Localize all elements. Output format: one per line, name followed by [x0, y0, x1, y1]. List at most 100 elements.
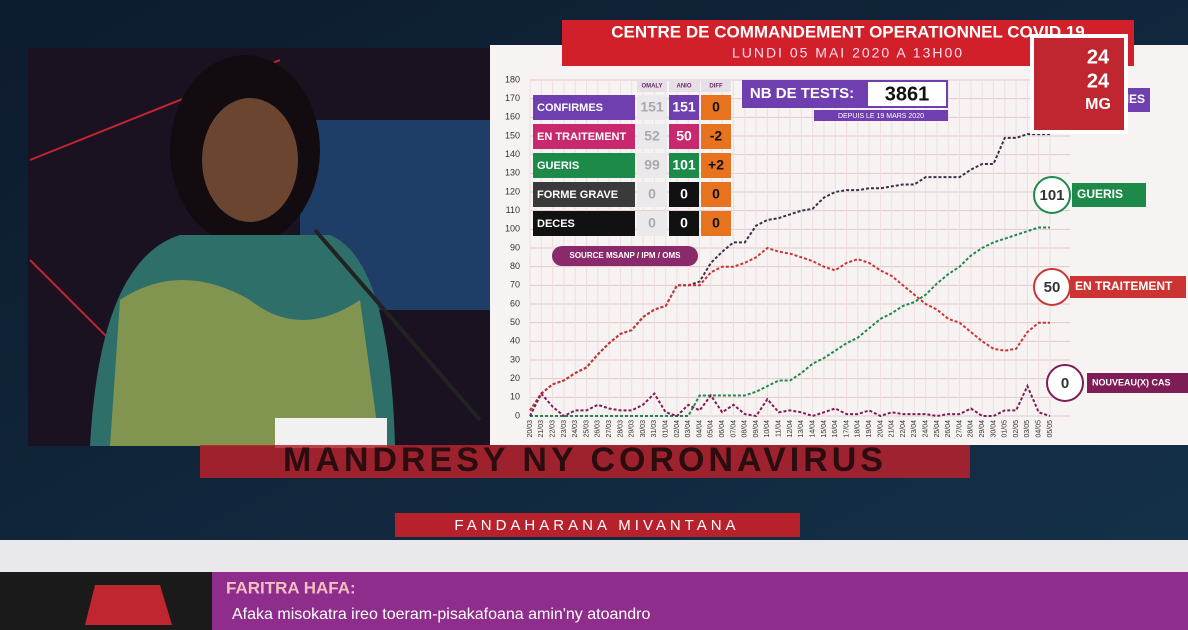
table-cell: [669, 124, 699, 149]
table-cell: [701, 124, 731, 149]
x-tick-label: 27/04: [956, 420, 963, 438]
x-tick-label: 04/04: [696, 420, 703, 438]
x-tick-label: 25/04: [934, 420, 941, 438]
y-tick-label: 120: [505, 186, 520, 196]
series-label: EN TRAITEMENT: [1075, 279, 1173, 293]
series-line: [529, 383, 1051, 418]
table-cell: [533, 95, 635, 120]
tests-since-box: [814, 110, 948, 121]
y-tick-label: 20: [510, 373, 520, 383]
x-tick-label: 05/05: [1047, 420, 1054, 438]
table-value: 99: [644, 157, 660, 173]
table-cell: [669, 95, 699, 120]
y-tick-label: 30: [510, 354, 520, 364]
x-tick-label: 17/04: [843, 420, 850, 438]
x-tick-label: 11/04: [776, 420, 783, 437]
table-value: 101: [672, 157, 696, 173]
table-value: 0: [712, 99, 720, 115]
table-value: +2: [708, 157, 724, 173]
table-cell: [669, 211, 699, 236]
x-tick-label: 30/04: [990, 420, 997, 438]
x-tick-label: 28/03: [617, 420, 624, 438]
tests-value: 3861: [885, 83, 930, 105]
presenter-video: [28, 48, 490, 448]
value-label: 101: [1039, 187, 1064, 204]
show-logo: [85, 585, 172, 625]
x-tick-label: 12/04: [787, 420, 794, 438]
y-tick-label: 130: [505, 168, 520, 178]
series-label-box: [1072, 183, 1146, 207]
x-tick-label: 23/03: [561, 420, 568, 438]
table-cell: [701, 153, 731, 178]
x-tick-label: 24/03: [572, 420, 579, 438]
table-value: 0: [648, 186, 656, 202]
table-value: -2: [710, 128, 723, 144]
x-tick-label: 02/04: [674, 420, 681, 438]
y-tick-label: 110: [506, 205, 520, 215]
x-tick-label: 21/03: [538, 420, 545, 438]
x-tick-label: 01/05: [1002, 420, 1009, 438]
table-cell: [637, 182, 667, 207]
table-cell: [533, 124, 635, 149]
table-header: ANIO: [677, 84, 692, 90]
series-label-box: [1087, 373, 1188, 393]
series-line: [530, 226, 1050, 417]
series-line: [529, 246, 1050, 411]
lower-third: [212, 572, 1188, 630]
lower-third-heading: FARITRA HAFA:: [226, 578, 356, 597]
value-label: 0: [1061, 375, 1069, 392]
y-tick-label: 180: [505, 74, 520, 84]
table-value: 52: [644, 128, 660, 144]
series-label-box: [1070, 276, 1186, 298]
table-value: 151: [672, 99, 696, 115]
x-tick-label: 07/04: [730, 420, 737, 438]
table-value: 0: [680, 215, 688, 231]
y-tick-label: 170: [505, 93, 520, 103]
logo: 24 24 MG: [1030, 34, 1128, 134]
y-tick-label: 0: [515, 410, 520, 420]
lower-third-top: [0, 540, 1188, 572]
x-tick-label: 22/04: [900, 420, 907, 438]
table-cell: [637, 124, 667, 149]
row-label: EN TRAITEMENT: [537, 131, 627, 143]
logo-text: MG: [1085, 96, 1111, 113]
table-cell: [701, 211, 731, 236]
y-tick-label: 150: [505, 130, 520, 140]
stats-table: OMALY ANIO DIFF CONFIRMES 151 151 0 EN TRAITEME…: [533, 80, 731, 236]
table-cell: [533, 182, 635, 207]
series-label: NOUVEAU(X) CAS: [1092, 377, 1171, 387]
row-label: FORME GRAVE: [537, 189, 618, 201]
banner-title: CENTRE DE COMMANDEMENT OPERATIONNEL COVI…: [611, 22, 1085, 41]
x-tick-label: 02/05: [1013, 420, 1020, 438]
tests-since: DEPUIS LE 19 MARS 2020: [838, 113, 924, 120]
x-tick-label: 13/04: [798, 420, 805, 438]
program-strip: [200, 445, 970, 478]
x-tick-label: 22/03: [549, 420, 556, 438]
banner-date: LUNDI 05 MAI 2020 A 13H00: [732, 45, 964, 61]
series-label: GUERIS: [1077, 187, 1123, 201]
table-header-cell: [701, 80, 731, 92]
value-label: 50: [1044, 279, 1061, 296]
source-pill: [552, 246, 698, 266]
live-strip: [395, 513, 800, 537]
live-label: FANDAHARANA MIVANTANA: [454, 517, 739, 534]
table-value: 0: [712, 186, 720, 202]
x-tick-label: 14/04: [809, 420, 816, 438]
x-tick-label: 08/04: [742, 420, 749, 438]
x-tick-label: 20/04: [877, 420, 884, 438]
x-tick-label: 24/04: [922, 420, 929, 438]
x-tick-label: 26/03: [595, 420, 602, 438]
x-tick-label: 09/04: [753, 420, 760, 438]
x-tick-label: 30/03: [640, 420, 647, 438]
table-cell: [533, 153, 635, 178]
value-bubble: [1033, 268, 1071, 306]
x-tick-label: 27/03: [606, 420, 613, 438]
y-tick-label: 40: [510, 336, 520, 346]
x-tick-label: 16/04: [832, 420, 839, 438]
y-tick-label: 10: [510, 392, 520, 402]
y-tick-label: 100: [505, 224, 520, 234]
x-tick-label: 28/04: [968, 420, 975, 438]
value-bubble: [1033, 176, 1071, 214]
